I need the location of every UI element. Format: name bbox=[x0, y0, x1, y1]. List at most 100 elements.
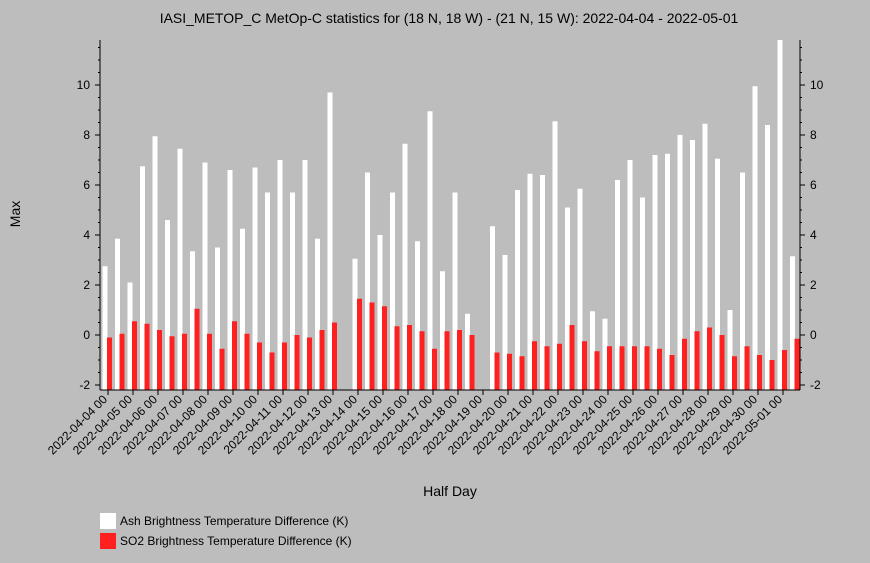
so2-bar bbox=[594, 351, 600, 390]
ash-bar bbox=[240, 228, 245, 390]
so2-bar bbox=[107, 337, 112, 390]
ash-bar bbox=[740, 172, 745, 390]
so2-bar bbox=[144, 323, 150, 390]
ash-bar bbox=[665, 153, 670, 390]
y-axis-label: Max bbox=[7, 201, 23, 227]
y-tick-label-right: 4 bbox=[810, 228, 817, 242]
ash-bar bbox=[527, 173, 533, 390]
so2-bar bbox=[619, 346, 625, 390]
so2-bar bbox=[644, 346, 650, 390]
y-tick-label-left: 6 bbox=[83, 178, 90, 192]
so2-bar bbox=[219, 348, 225, 390]
so2-bar bbox=[407, 325, 412, 390]
legend-label-ash: Ash Brightness Temperature Difference (K… bbox=[120, 514, 349, 528]
ash-bar bbox=[265, 192, 270, 390]
ash-bar bbox=[177, 148, 183, 390]
so2-bar bbox=[532, 341, 537, 390]
ash-bar bbox=[602, 318, 608, 390]
ash-bar bbox=[777, 40, 783, 390]
so2-bar bbox=[232, 321, 237, 390]
so2-bar bbox=[707, 327, 712, 390]
ash-bar bbox=[365, 172, 370, 390]
ash-bar bbox=[627, 160, 633, 390]
ash-bar bbox=[327, 92, 333, 390]
y-tick-label-left: -2 bbox=[79, 378, 90, 392]
so2-bar bbox=[469, 335, 475, 390]
so2-bar bbox=[519, 356, 525, 390]
so2-bar bbox=[157, 330, 162, 390]
ash-bar bbox=[652, 155, 658, 390]
y-tick-label-left: 4 bbox=[83, 228, 90, 242]
ash-bar bbox=[190, 251, 195, 390]
so2-bar bbox=[744, 346, 750, 390]
ash-bar bbox=[677, 135, 683, 390]
so2-bar bbox=[357, 298, 362, 390]
y-tick-label-right: 10 bbox=[810, 78, 824, 92]
so2-bar bbox=[307, 337, 312, 390]
ash-bar bbox=[227, 170, 233, 390]
ash-bar bbox=[577, 188, 583, 390]
ash-bar bbox=[252, 167, 258, 390]
so2-bar bbox=[669, 355, 675, 390]
x-axis-label: Half Day bbox=[423, 483, 477, 499]
y-tick-label-right: -2 bbox=[810, 378, 821, 392]
y-tick-label-left: 8 bbox=[83, 128, 90, 142]
ash-bar bbox=[140, 166, 145, 390]
ash-bar bbox=[690, 140, 695, 390]
ash-bar bbox=[152, 136, 158, 390]
legend-swatch-ash bbox=[100, 513, 116, 529]
y-tick-label-left: 2 bbox=[83, 278, 90, 292]
ash-bar bbox=[452, 192, 458, 390]
ash-bar bbox=[565, 207, 570, 390]
ash-bar bbox=[727, 310, 733, 390]
so2-bar bbox=[182, 333, 187, 390]
ash-bar bbox=[127, 282, 133, 390]
y-tick-label-left: 0 bbox=[83, 328, 90, 342]
so2-bar bbox=[319, 330, 325, 390]
so2-bar bbox=[607, 346, 612, 390]
so2-bar bbox=[569, 325, 575, 390]
ash-bar bbox=[115, 238, 120, 390]
legend-swatch-so2 bbox=[100, 533, 116, 549]
ash-bar bbox=[590, 311, 595, 390]
so2-bar bbox=[294, 335, 300, 390]
so2-bar bbox=[169, 336, 175, 390]
so2-bar bbox=[382, 306, 387, 390]
so2-bar bbox=[432, 348, 437, 390]
ash-bar bbox=[715, 158, 720, 390]
legend-label-so2: SO2 Brightness Temperature Difference (K… bbox=[120, 534, 352, 548]
legend-item-so2: SO2 Brightness Temperature Difference (K… bbox=[100, 531, 352, 551]
ash-bar bbox=[377, 235, 383, 390]
ash-bar bbox=[615, 180, 620, 390]
y-tick-label-right: 6 bbox=[810, 178, 817, 192]
so2-bar bbox=[507, 353, 512, 390]
ash-bar bbox=[502, 255, 508, 390]
so2-bar bbox=[682, 338, 687, 390]
ash-bar bbox=[165, 220, 170, 390]
so2-bar bbox=[757, 355, 762, 390]
so2-bar bbox=[457, 330, 462, 390]
ash-bar bbox=[427, 111, 433, 390]
y-tick-label-right: 8 bbox=[810, 128, 817, 142]
legend: Ash Brightness Temperature Difference (K… bbox=[100, 511, 352, 551]
so2-bar bbox=[332, 322, 337, 390]
ash-bar bbox=[277, 160, 283, 390]
so2-bar bbox=[257, 342, 262, 390]
so2-bar bbox=[244, 333, 250, 390]
ash-bar bbox=[402, 143, 408, 390]
ash-bar bbox=[765, 125, 770, 390]
so2-bar bbox=[194, 308, 200, 390]
so2-bar bbox=[657, 348, 662, 390]
so2-bar bbox=[269, 352, 275, 390]
ash-bar bbox=[102, 266, 108, 390]
so2-bar bbox=[544, 346, 550, 390]
ash-bar bbox=[202, 162, 208, 390]
ash-bar bbox=[315, 238, 320, 390]
ash-bar bbox=[390, 192, 395, 390]
so2-bar bbox=[132, 321, 137, 390]
legend-item-ash: Ash Brightness Temperature Difference (K… bbox=[100, 511, 352, 531]
so2-bar bbox=[794, 338, 800, 390]
ash-bar bbox=[790, 256, 795, 390]
ash-bar bbox=[352, 258, 358, 390]
